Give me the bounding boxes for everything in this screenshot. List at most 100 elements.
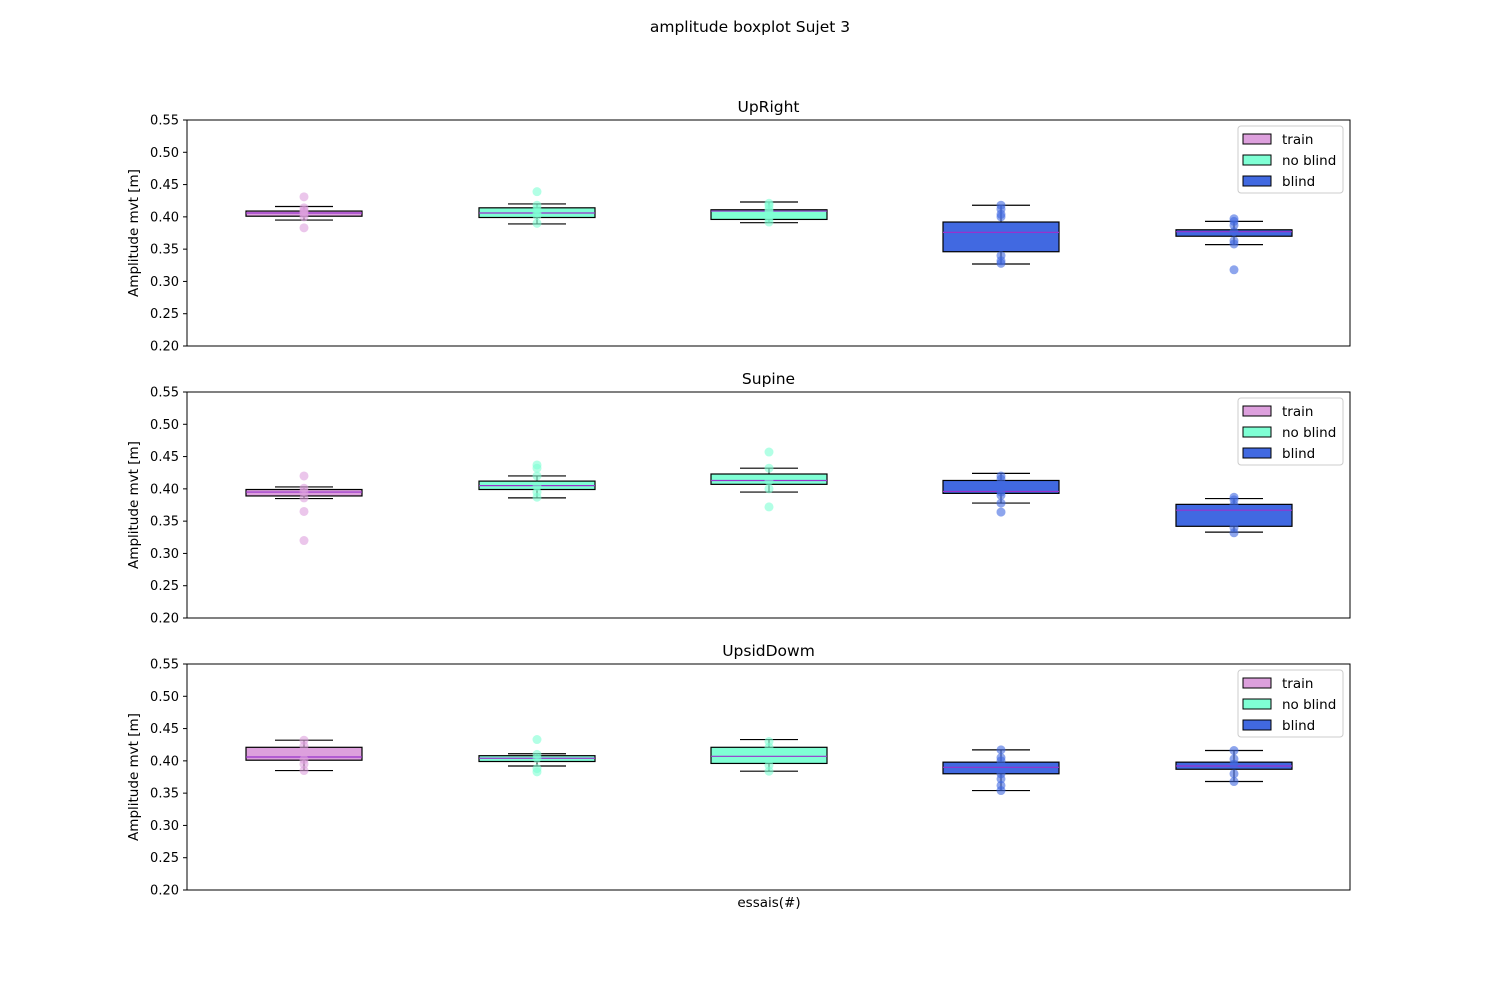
data-point: [1229, 492, 1239, 502]
subplot-title: Supine: [742, 370, 795, 388]
legend-label: blind: [1282, 718, 1315, 734]
data-point: [299, 759, 309, 769]
data-point: [1229, 777, 1239, 787]
y-tick-label: 0.50: [150, 690, 179, 705]
legend-swatch: [1242, 133, 1272, 145]
y-tick-label: 0.40: [150, 210, 179, 225]
data-point: [532, 492, 542, 502]
legend-label: blind: [1282, 446, 1315, 462]
data-point: [1229, 236, 1239, 246]
legend-swatch: [1242, 447, 1272, 459]
y-tick-label: 0.20: [150, 340, 179, 355]
data-point: [1229, 523, 1239, 533]
box-3: [710, 198, 828, 227]
data-point: [532, 764, 542, 774]
data-point: [764, 476, 774, 486]
data-point: [532, 200, 542, 210]
data-point: [996, 780, 1006, 790]
box-body: [942, 221, 1060, 253]
data-point: [996, 745, 1006, 755]
y-tick-label: 0.55: [150, 386, 179, 401]
data-point: [299, 486, 309, 496]
x-axis-label: essais(#): [737, 895, 800, 911]
y-tick-label: 0.20: [150, 612, 179, 627]
subplot-title: UpsidDowm: [722, 642, 815, 660]
data-point: [1229, 754, 1239, 764]
data-point: [1229, 746, 1239, 756]
data-point: [996, 487, 1006, 497]
data-point: [532, 463, 542, 473]
legend: train no blind blind: [1237, 125, 1344, 194]
y-tick-label: 0.35: [150, 243, 179, 258]
y-tick-label: 0.40: [150, 754, 179, 769]
data-point: [1229, 769, 1239, 779]
y-tick-label: 0.55: [150, 658, 179, 673]
box-2: [478, 735, 596, 777]
subplot-upsiddowm: UpsidDowm 0.20 0.25 0.30 0.35 0.40 0.45 0.50 0.5…: [126, 642, 1351, 899]
data-point: [764, 760, 774, 770]
data-point: [764, 736, 774, 746]
legend-label: blind: [1282, 174, 1315, 190]
data-point: [996, 753, 1006, 763]
legend-label: no blind: [1282, 697, 1336, 713]
box-1: [245, 471, 363, 546]
data-point: [532, 218, 542, 228]
y-tick-label: 0.35: [150, 515, 179, 530]
y-tick-label: 0.25: [150, 579, 179, 594]
data-point: [764, 484, 774, 494]
y-tick-label: 0.50: [150, 418, 179, 433]
data-point: [299, 471, 309, 481]
data-point: [1229, 227, 1239, 237]
data-point: [764, 213, 774, 223]
y-tick-label: 0.25: [150, 851, 179, 866]
y-axis-label: Amplitude mvt [m]: [126, 441, 142, 569]
subplot-title: UpRight: [738, 98, 800, 116]
data-point: [299, 741, 309, 751]
data-point: [299, 536, 309, 546]
data-point: [764, 502, 774, 512]
legend-swatch: [1242, 426, 1272, 438]
y-tick-label: 0.30: [150, 275, 179, 290]
legend-label: train: [1282, 676, 1313, 692]
box-3: [710, 736, 828, 776]
box-5: [1175, 492, 1293, 538]
data-point: [532, 735, 542, 745]
data-point: [764, 447, 774, 457]
y-tick-label: 0.35: [150, 787, 179, 802]
data-point: [996, 498, 1006, 508]
data-point: [299, 192, 309, 202]
legend-label: train: [1282, 404, 1313, 420]
data-point: [299, 506, 309, 516]
y-tick-label: 0.30: [150, 819, 179, 834]
y-tick-label: 0.40: [150, 482, 179, 497]
data-point: [299, 766, 309, 776]
figure-suptitle: amplitude boxplot Sujet 3: [650, 18, 850, 36]
legend-swatch: [1242, 405, 1272, 417]
box-1: [245, 192, 363, 233]
data-point: [1229, 214, 1239, 224]
box-5: [1175, 746, 1293, 787]
legend-swatch: [1242, 677, 1272, 689]
box-1: [245, 735, 363, 776]
plot-area: [186, 663, 1351, 891]
legend: train no blind blind: [1237, 669, 1344, 738]
y-axis-label: Amplitude mvt [m]: [126, 713, 142, 841]
legend-label: no blind: [1282, 153, 1336, 169]
data-point: [764, 463, 774, 473]
subplot-upright: UpRight 0.20 0.25 0.30 0.35 0.40 0.45 0.50 0.55 A…: [126, 98, 1351, 355]
y-tick-label: 0.55: [150, 114, 179, 129]
data-point: [532, 471, 542, 481]
y-tick-label: 0.50: [150, 146, 179, 161]
data-point: [996, 200, 1006, 210]
data-point: [532, 749, 542, 759]
box-3: [710, 447, 828, 512]
y-tick-label: 0.25: [150, 307, 179, 322]
box-4: [942, 471, 1060, 517]
y-tick-label: 0.45: [150, 178, 179, 193]
data-point: [764, 198, 774, 208]
y-tick-label: 0.30: [150, 547, 179, 562]
data-point: [996, 251, 1006, 261]
legend-label: no blind: [1282, 425, 1336, 441]
y-tick-label: 0.45: [150, 722, 179, 737]
data-point: [299, 493, 309, 503]
